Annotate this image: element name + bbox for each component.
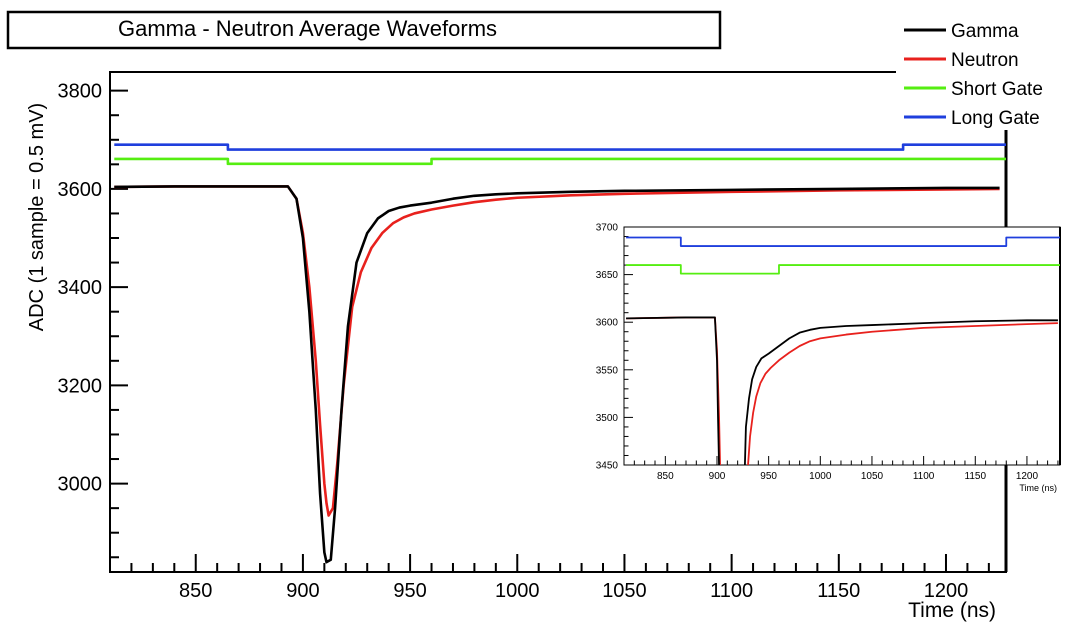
x-tick-label: 1000 xyxy=(495,580,540,602)
main-series-group xyxy=(114,143,1006,564)
x-tick-label: 1000 xyxy=(809,471,832,482)
series-line-3 xyxy=(626,236,1060,247)
x-tick-label: 950 xyxy=(760,471,777,482)
legend-label-3: Long Gate xyxy=(951,108,1040,129)
inset-x-axis-label: Time (ns) xyxy=(1019,483,1057,493)
inset-axis-ticks: 850 900 950 1000 1050 1100 1150 1200 3450 3500 355… xyxy=(596,223,1059,482)
y-tick-label: 3700 xyxy=(596,223,619,234)
legend-label-1: Neutron xyxy=(951,50,1019,71)
x-tick-label: 1150 xyxy=(817,580,860,602)
x-tick-label: 850 xyxy=(657,471,674,482)
inset-series-group xyxy=(626,236,1060,465)
series-line-0 xyxy=(626,316,1058,465)
x-axis-label: Time (ns) xyxy=(908,599,996,622)
x-tick-label: 1050 xyxy=(861,471,884,482)
x-tick-label: 1200 xyxy=(1016,471,1039,482)
legend: Gamma Neutron Short Gate Long Gate xyxy=(896,12,1064,130)
y-tick-label: 3550 xyxy=(596,365,619,376)
y-tick-label: 3200 xyxy=(58,375,103,397)
title-box: Gamma - Neutron Average Waveforms xyxy=(6,10,722,50)
x-tick-label: 1100 xyxy=(913,471,935,482)
y-tick-label: 3600 xyxy=(58,179,103,201)
y-tick-label: 3600 xyxy=(596,318,619,329)
x-tick-label: 1200 xyxy=(924,580,969,602)
series-line-2 xyxy=(626,264,1060,275)
x-tick-label: 1050 xyxy=(602,580,647,602)
x-tick-label: 1150 xyxy=(965,471,987,482)
y-tick-label: 3800 xyxy=(58,81,103,103)
chart-title: Gamma - Neutron Average Waveforms xyxy=(118,16,497,41)
series-line-2 xyxy=(114,157,1006,166)
x-tick-label: 900 xyxy=(286,580,319,602)
legend-label-2: Short Gate xyxy=(951,79,1043,100)
main-axis-ticks: 850 900 950 1000 1050 1100 1150 1200 3000 3200 340… xyxy=(58,81,990,602)
series-line-3 xyxy=(114,143,1006,151)
x-tick-label: 950 xyxy=(393,580,426,602)
y-tick-label: 3650 xyxy=(596,270,619,281)
y-tick-label: 3450 xyxy=(596,461,619,472)
y-tick-label: 3000 xyxy=(58,474,103,496)
x-tick-label: 900 xyxy=(709,471,726,482)
series-line-0 xyxy=(114,185,1000,564)
y-tick-label: 3400 xyxy=(58,277,103,299)
y-tick-label: 3500 xyxy=(596,413,619,424)
y-axis-label: ADC (1 sample = 0.5 mV) xyxy=(26,103,48,331)
x-tick-label: 1100 xyxy=(710,580,753,602)
legend-label-0: Gamma xyxy=(951,21,1019,42)
inset-plot: 850 900 950 1000 1050 1100 1150 1200 3450 3500 355… xyxy=(596,223,1061,482)
x-tick-label: 850 xyxy=(179,580,212,602)
